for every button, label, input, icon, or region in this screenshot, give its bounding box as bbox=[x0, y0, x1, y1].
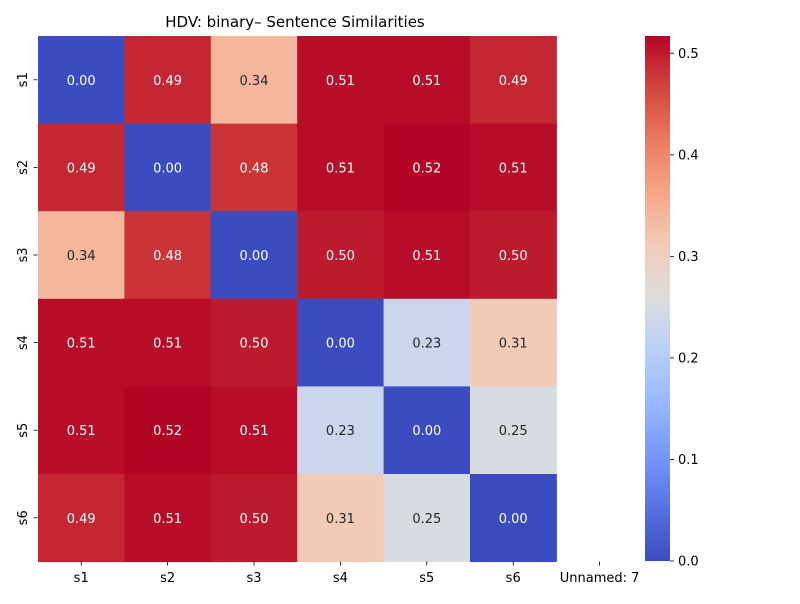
heatmap-cell-s6-s4 bbox=[297, 474, 385, 563]
y-tick-label: s2 bbox=[16, 160, 31, 175]
x-tick-label: s3 bbox=[246, 571, 261, 586]
heatmap-cell-s6-s2 bbox=[124, 474, 212, 563]
heatmap-cell-s2-s6 bbox=[470, 123, 557, 212]
cell-value-label: 0.51 bbox=[412, 249, 441, 264]
heatmap-cell-s4-s6 bbox=[470, 298, 557, 387]
y-tick-label: s6 bbox=[16, 510, 31, 525]
heatmap-cell-s4-s1 bbox=[38, 298, 125, 387]
y-axis: s1 s2 s3 s4 s5 s6 bbox=[16, 72, 38, 525]
cell-value-label: 0.50 bbox=[499, 249, 528, 264]
colorbar: 0.0 0.1 0.2 0.3 0.4 0.5 bbox=[645, 36, 699, 570]
heatmap-cell-s6-s1 bbox=[38, 474, 125, 563]
heatmap-cell-s1-s2 bbox=[124, 36, 212, 125]
colorbar-tick-label: 0.2 bbox=[678, 351, 699, 366]
cell-value-label: 0.51 bbox=[67, 337, 96, 352]
cell-value-label: 0.52 bbox=[153, 424, 182, 439]
colorbar-tick-label: 0.5 bbox=[678, 47, 699, 62]
colorbar-tick-label: 0.4 bbox=[678, 148, 699, 163]
cell-value-label: 0.48 bbox=[240, 161, 269, 176]
cell-value-label: 0.51 bbox=[153, 512, 182, 527]
heatmap-cell-s5-s2 bbox=[124, 386, 212, 475]
heatmap-cell-s2-s5 bbox=[383, 123, 471, 212]
heatmap-cell-s3-s1 bbox=[38, 211, 125, 300]
colorbar-tick-label: 0.0 bbox=[678, 555, 699, 570]
heatmap-cell-s5-s6 bbox=[470, 386, 557, 475]
colorbar-tick-label: 0.3 bbox=[678, 250, 699, 265]
heatmap-cell-s3-s2 bbox=[124, 211, 212, 300]
cell-value-label: 0.49 bbox=[499, 74, 528, 89]
cell-value-label: 0.31 bbox=[326, 512, 355, 527]
chart-title: HDV: binary– Sentence Similarities bbox=[165, 13, 425, 31]
cell-value-label: 0.00 bbox=[153, 161, 182, 176]
x-axis: s1 s2 s3 s4 s5 s6 Unnamed: 7 bbox=[74, 561, 640, 586]
cell-value-label: 0.51 bbox=[240, 424, 269, 439]
y-tick-label: s5 bbox=[16, 423, 31, 438]
cell-value-label: 0.00 bbox=[412, 424, 441, 439]
heatmap-cell-s4-s4 bbox=[297, 298, 385, 387]
heatmap-cell-s1-s6 bbox=[470, 36, 557, 125]
y-tick-label: s1 bbox=[16, 72, 31, 87]
heatmap-cell-s3-s5 bbox=[383, 211, 471, 300]
cell-value-label: 0.51 bbox=[412, 74, 441, 89]
cell-value-label: 0.00 bbox=[499, 512, 528, 527]
heatmap-cell-s1-s4 bbox=[297, 36, 385, 125]
x-tick-label: Unnamed: 7 bbox=[560, 571, 640, 586]
heatmap-cell-s3-s3 bbox=[210, 211, 298, 300]
heatmap-cell-s2-s1 bbox=[38, 123, 125, 212]
heatmap-cell-s6-s6 bbox=[470, 474, 557, 563]
heatmap-cell-s4-s3 bbox=[210, 298, 298, 387]
cell-value-label: 0.51 bbox=[153, 337, 182, 352]
x-tick-label: s4 bbox=[333, 571, 348, 586]
colorbar-gradient bbox=[645, 36, 670, 561]
heatmap-cell-s4-s5 bbox=[383, 298, 471, 387]
cell-value-label: 0.51 bbox=[326, 74, 355, 89]
cell-value-label: 0.23 bbox=[412, 337, 441, 352]
cell-value-label: 0.51 bbox=[499, 161, 528, 176]
cell-value-label: 0.50 bbox=[326, 249, 355, 264]
y-tick-label: s3 bbox=[16, 247, 31, 262]
cell-value-label: 0.00 bbox=[326, 337, 355, 352]
cell-value-label: 0.48 bbox=[153, 249, 182, 264]
cell-value-label: 0.34 bbox=[67, 249, 96, 264]
cell-value-label: 0.49 bbox=[67, 161, 96, 176]
x-tick-label: s6 bbox=[506, 571, 521, 586]
cell-value-label: 0.00 bbox=[240, 249, 269, 264]
heatmap-cell-s1-s3 bbox=[210, 36, 298, 125]
heatmap-cell-s5-s5 bbox=[383, 386, 471, 475]
x-tick-label: s5 bbox=[419, 571, 434, 586]
cell-value-label: 0.51 bbox=[67, 424, 96, 439]
heatmap-cell-s2-s4 bbox=[297, 123, 385, 212]
heatmap-cell-s2-s3 bbox=[210, 123, 298, 212]
colorbar-tick-label: 0.1 bbox=[678, 453, 699, 468]
cell-value-label: 0.49 bbox=[153, 74, 182, 89]
heatmap-cell-s3-s6 bbox=[470, 211, 557, 300]
cell-value-label: 0.23 bbox=[326, 424, 355, 439]
heatmap-cell-s1-s5 bbox=[383, 36, 471, 125]
cell-value-label: 0.25 bbox=[412, 512, 441, 527]
heatmap-cells: 0.00 0.49 0.34 0.51 0.51 0.49 0.49 0.00 0.48 0.51… bbox=[38, 36, 557, 563]
cell-value-label: 0.25 bbox=[499, 424, 528, 439]
cell-value-label: 0.49 bbox=[67, 512, 96, 527]
cell-value-label: 0.51 bbox=[326, 161, 355, 176]
heatmap-cell-s4-s2 bbox=[124, 298, 212, 387]
cell-value-label: 0.50 bbox=[240, 337, 269, 352]
heatmap-cell-s5-s1 bbox=[38, 386, 125, 475]
x-tick-label: s2 bbox=[160, 571, 175, 586]
heatmap-cell-s1-s1 bbox=[38, 36, 125, 125]
heatmap-cell-s5-s3 bbox=[210, 386, 298, 475]
cell-value-label: 0.52 bbox=[412, 161, 441, 176]
y-tick-label: s4 bbox=[16, 335, 31, 350]
cell-value-label: 0.31 bbox=[499, 337, 528, 352]
cell-value-label: 0.34 bbox=[240, 74, 269, 89]
heatmap-cell-s3-s4 bbox=[297, 211, 385, 300]
x-tick-label: s1 bbox=[74, 571, 89, 586]
heatmap-cell-s6-s5 bbox=[383, 474, 471, 563]
heatmap-cell-s2-s2 bbox=[124, 123, 212, 212]
cell-value-label: 0.50 bbox=[240, 512, 269, 527]
heatmap-cell-s6-s3 bbox=[210, 474, 298, 563]
heatmap-cell-s5-s4 bbox=[297, 386, 385, 475]
cell-value-label: 0.00 bbox=[67, 74, 96, 89]
